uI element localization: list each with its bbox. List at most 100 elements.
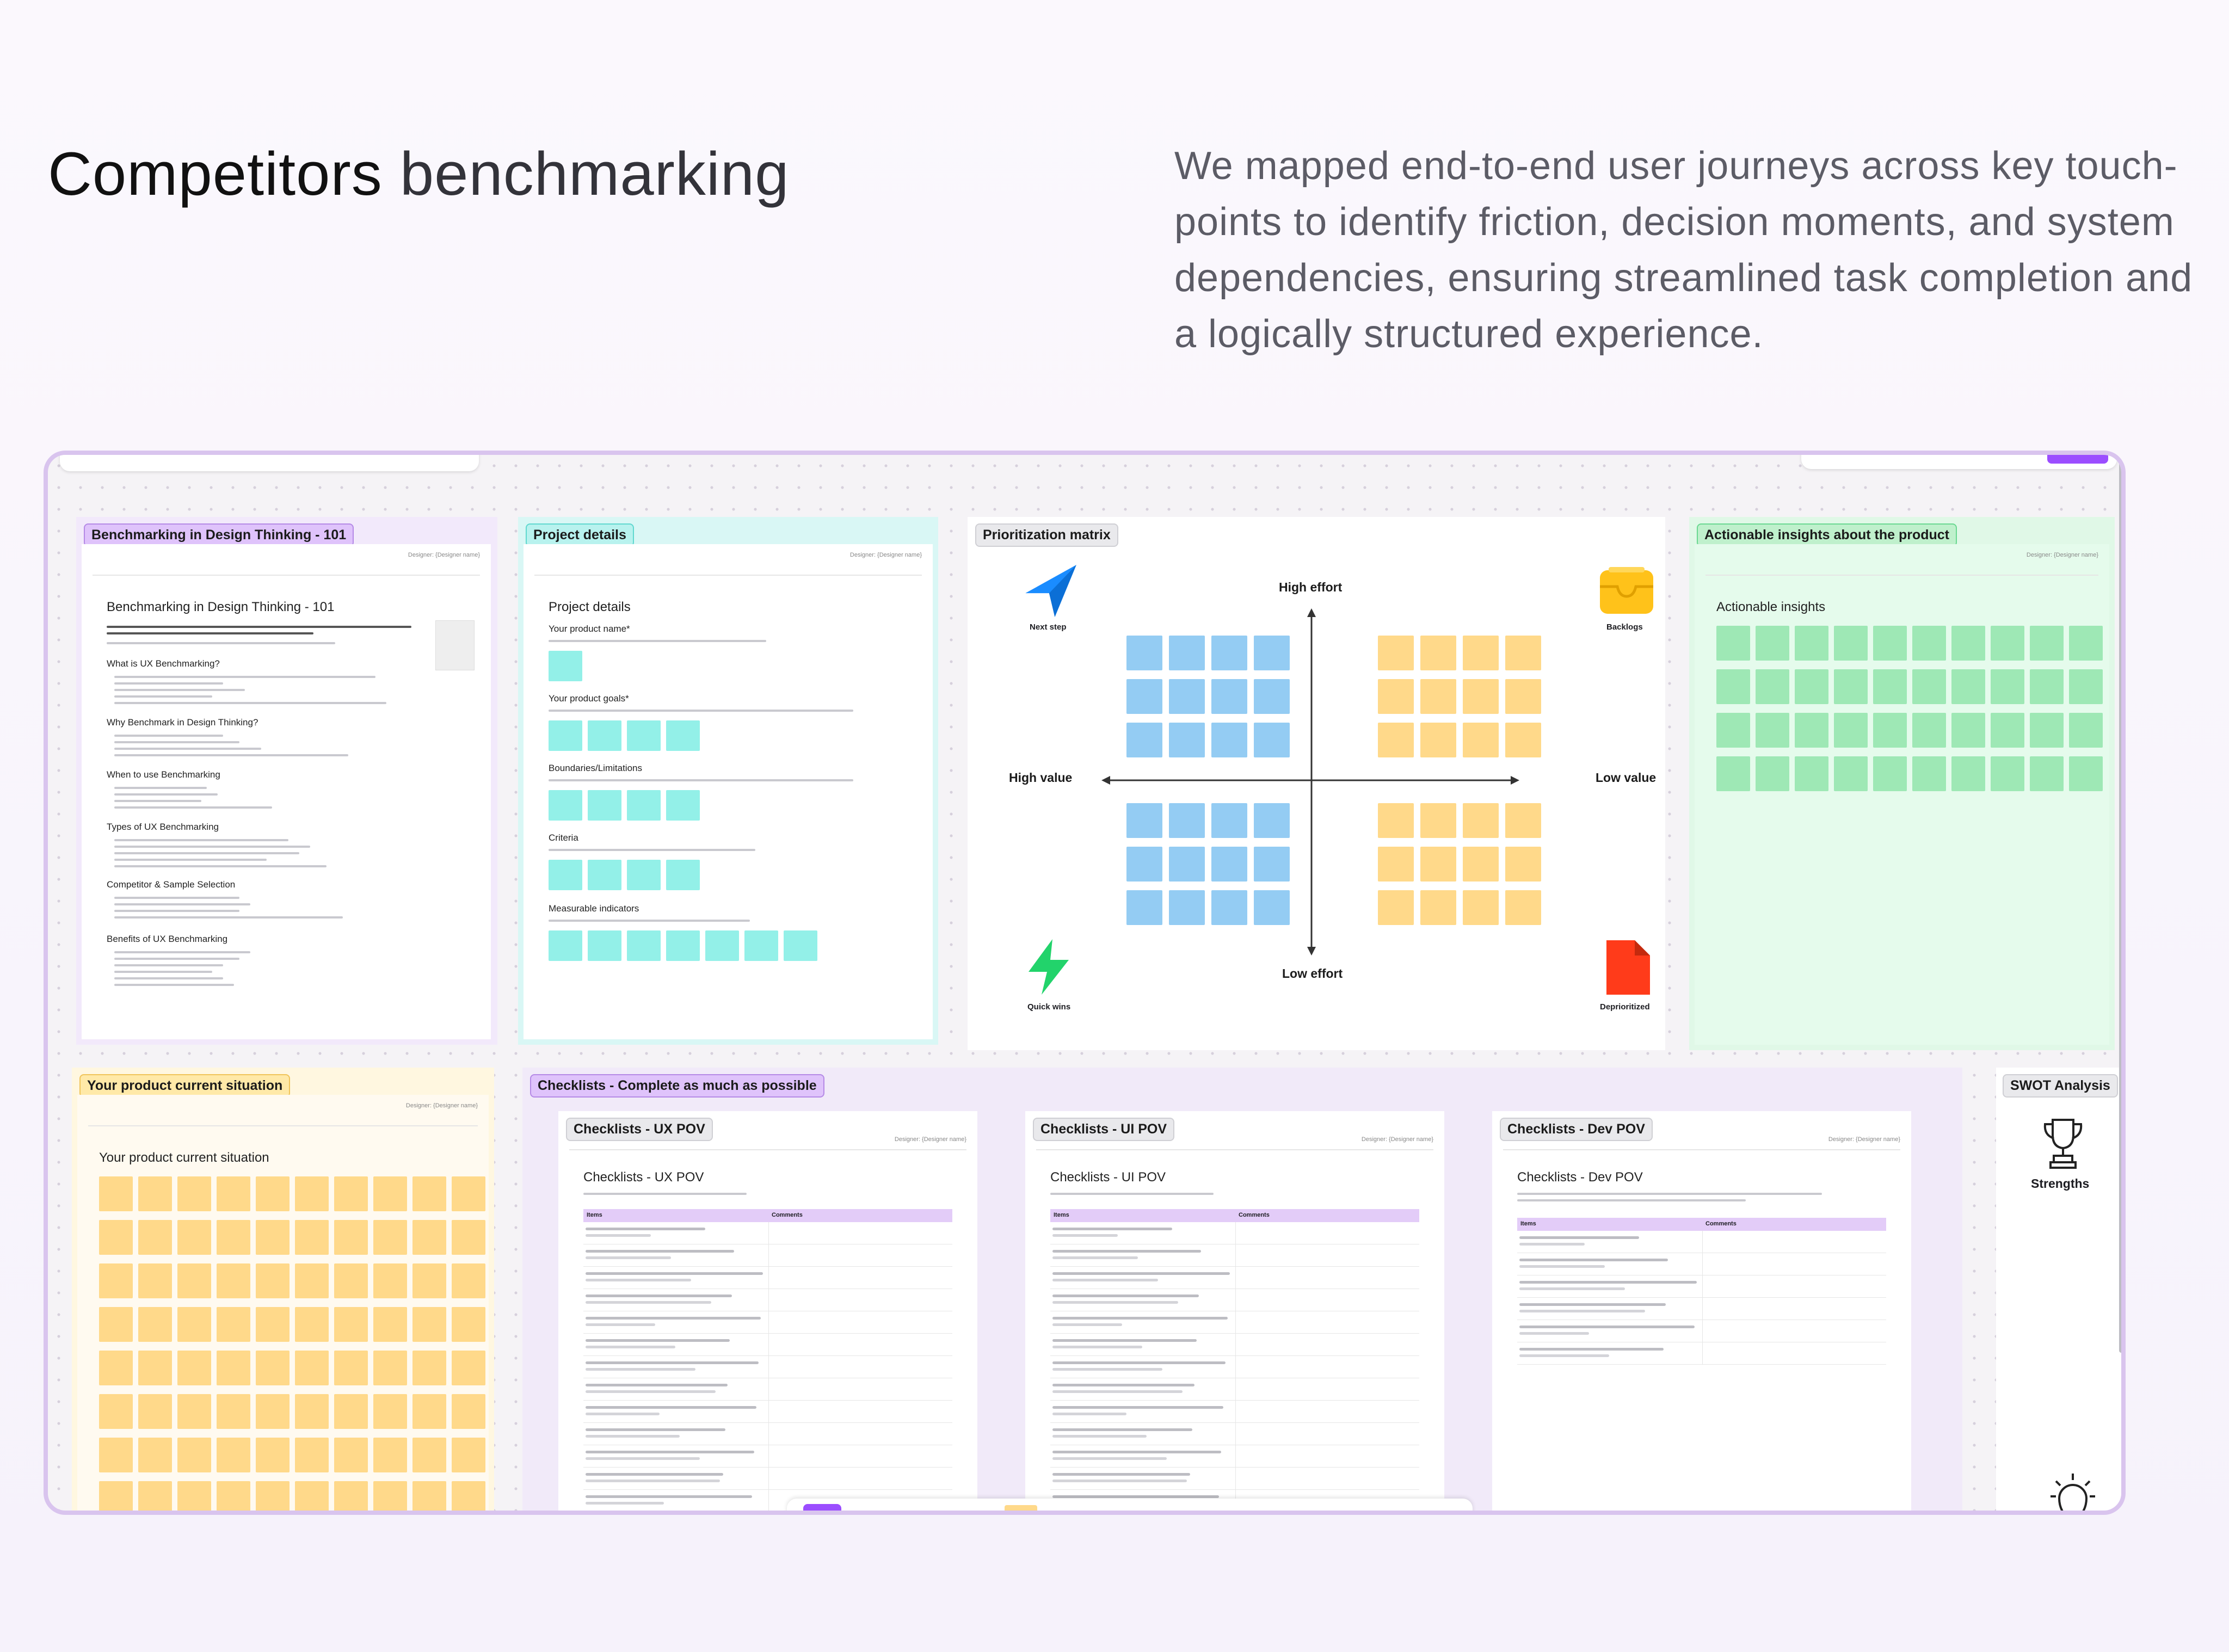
sticky-note[interactable] — [295, 1176, 329, 1211]
share-button[interactable] — [2047, 455, 2108, 464]
sticky-note[interactable] — [217, 1307, 250, 1342]
sticky-note[interactable] — [1420, 679, 1456, 714]
sticky-note[interactable] — [138, 1307, 172, 1342]
sticky-note[interactable] — [217, 1220, 250, 1255]
sticky-note[interactable] — [99, 1176, 133, 1211]
sticky-note[interactable] — [1795, 626, 1828, 661]
sticky-note[interactable] — [452, 1394, 485, 1429]
checklist-card-ui[interactable]: Checklists - UI POV Designer: {Designer … — [1025, 1111, 1444, 1511]
sticky-note[interactable] — [295, 1438, 329, 1472]
sticky-note[interactable] — [412, 1263, 446, 1298]
sticky-note[interactable] — [256, 1351, 290, 1385]
sticky-note[interactable] — [412, 1220, 446, 1255]
sticky-note[interactable] — [588, 860, 621, 890]
sticky-note[interactable] — [452, 1220, 485, 1255]
frame-current-situation[interactable]: Your product current situation Designer:… — [72, 1068, 494, 1511]
sticky-note[interactable] — [1126, 847, 1162, 882]
sticky-note[interactable] — [1912, 713, 1946, 748]
sticky-note[interactable] — [2030, 756, 2064, 791]
sticky-note[interactable] — [1169, 847, 1205, 882]
sticky-note[interactable] — [588, 790, 621, 821]
sticky-note[interactable] — [1756, 669, 1789, 704]
sticky-note[interactable] — [334, 1351, 368, 1385]
sticky-note[interactable] — [1254, 679, 1290, 714]
sticky-note[interactable] — [666, 860, 700, 890]
sticky-note[interactable] — [1795, 713, 1828, 748]
sticky-note[interactable] — [2069, 713, 2103, 748]
sticky-note[interactable] — [1211, 723, 1247, 757]
sticky-note[interactable] — [334, 1394, 368, 1429]
sticky-note[interactable] — [217, 1394, 250, 1429]
sticky-note[interactable] — [373, 1263, 407, 1298]
sticky-note[interactable] — [295, 1307, 329, 1342]
sticky-note[interactable] — [1378, 803, 1414, 838]
sticky-note[interactable] — [217, 1481, 250, 1511]
sticky-note[interactable] — [177, 1481, 211, 1511]
sticky-note[interactable] — [256, 1220, 290, 1255]
sticky-note[interactable] — [99, 1438, 133, 1472]
sticky-note[interactable] — [452, 1176, 485, 1211]
sticky-note[interactable] — [1834, 669, 1868, 704]
sticky-note[interactable] — [1211, 803, 1247, 838]
sticky-note[interactable] — [295, 1481, 329, 1511]
sticky-note[interactable] — [1463, 679, 1499, 714]
sticky-note[interactable] — [99, 1351, 133, 1385]
sticky-note[interactable] — [1873, 756, 1907, 791]
sticky-note[interactable] — [334, 1220, 368, 1255]
sticky-note[interactable] — [1912, 626, 1946, 661]
sticky-note[interactable] — [1756, 756, 1789, 791]
sticky-note[interactable] — [373, 1481, 407, 1511]
sticky-note[interactable] — [549, 860, 582, 890]
sticky-note[interactable] — [549, 720, 582, 751]
sticky-note[interactable] — [177, 1176, 211, 1211]
sticky-note[interactable] — [744, 930, 778, 961]
sticky-note[interactable] — [1126, 679, 1162, 714]
sticky-note[interactable] — [1463, 803, 1499, 838]
sticky-note[interactable] — [1951, 626, 1985, 661]
sticky-note[interactable] — [1716, 756, 1750, 791]
sticky-note[interactable] — [1463, 890, 1499, 925]
sticky-note[interactable] — [549, 651, 582, 681]
sticky-note[interactable] — [666, 790, 700, 821]
sticky-note[interactable] — [1211, 847, 1247, 882]
sticky-note[interactable] — [373, 1438, 407, 1472]
checklist-card-ux[interactable]: Checklists - UX POV Designer: {Designer … — [558, 1111, 977, 1511]
sticky-note[interactable] — [138, 1438, 172, 1472]
bottom-toolbar[interactable] — [787, 1499, 1473, 1511]
sticky-note[interactable] — [1716, 669, 1750, 704]
sticky-note[interactable] — [295, 1351, 329, 1385]
sticky-note[interactable] — [549, 930, 582, 961]
sticky-note[interactable] — [412, 1351, 446, 1385]
sticky-note[interactable] — [705, 930, 739, 961]
sticky-note[interactable] — [177, 1263, 211, 1298]
sticky-note[interactable] — [412, 1176, 446, 1211]
sticky-note[interactable] — [373, 1351, 407, 1385]
sticky-note[interactable] — [549, 790, 582, 821]
sticky-note[interactable] — [334, 1438, 368, 1472]
sticky-note[interactable] — [784, 930, 817, 961]
sticky-note[interactable] — [627, 860, 661, 890]
top-left-toolbar[interactable] — [60, 455, 479, 471]
sticky-note[interactable] — [99, 1307, 133, 1342]
frame-actionable-insights[interactable]: Actionable insights about the product De… — [1689, 517, 2115, 1050]
sticky-note[interactable] — [99, 1394, 133, 1429]
sticky-note[interactable] — [99, 1263, 133, 1298]
sticky-note[interactable] — [1991, 626, 2024, 661]
sticky-note[interactable] — [2030, 669, 2064, 704]
sticky-note[interactable] — [334, 1481, 368, 1511]
sticky-note[interactable] — [1912, 756, 1946, 791]
sticky-note[interactable] — [99, 1481, 133, 1511]
whiteboard-canvas[interactable]: Benchmarking in Design Thinking - 101 De… — [44, 451, 2126, 1515]
sticky-note[interactable] — [1378, 679, 1414, 714]
sticky-note[interactable] — [627, 930, 661, 961]
sticky-note[interactable] — [588, 720, 621, 751]
sticky-note[interactable] — [1254, 803, 1290, 838]
sticky-note[interactable] — [1254, 723, 1290, 757]
sticky-note[interactable] — [1505, 723, 1541, 757]
sticky-note[interactable] — [373, 1394, 407, 1429]
sticky-note[interactable] — [177, 1351, 211, 1385]
sticky-note[interactable] — [256, 1481, 290, 1511]
sticky-note[interactable] — [2030, 713, 2064, 748]
sticky-note[interactable] — [138, 1394, 172, 1429]
sticky-note[interactable] — [1169, 679, 1205, 714]
